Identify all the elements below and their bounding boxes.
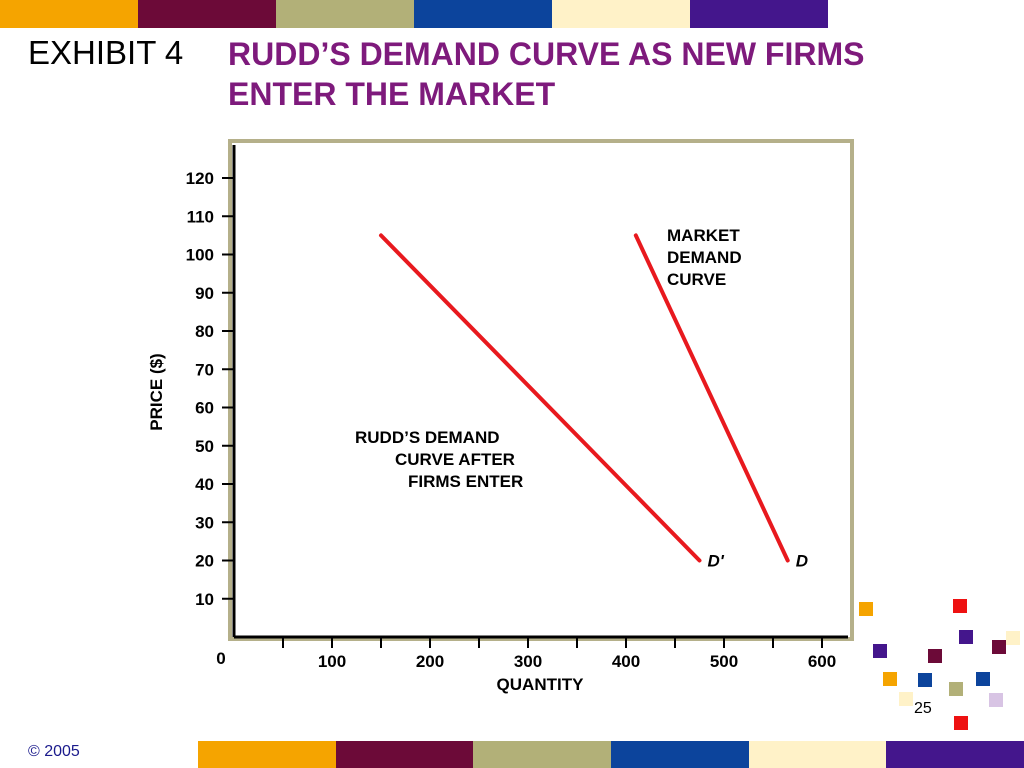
deco-square	[954, 716, 968, 730]
chart-frame	[228, 139, 854, 641]
y-tick-label: 50	[195, 437, 214, 456]
stripe-segment	[0, 0, 138, 28]
y-tick-label: 70	[195, 360, 214, 379]
x-tick-label: 100	[318, 652, 346, 671]
series-lines: D' RUDD’S DEMAND CURVE AFTER FIRMS ENTER D MA…	[355, 226, 808, 571]
demand-curve-line	[633, 233, 790, 563]
stripe-segment	[473, 741, 612, 768]
x-axis-label: QUANTITY	[497, 675, 585, 694]
page-number: 25	[914, 700, 932, 717]
curve-annotation: MARKET	[667, 226, 740, 245]
curve-annotation: CURVE	[667, 270, 726, 289]
deco-square	[899, 692, 913, 706]
deco-square	[918, 673, 932, 687]
y-tick-label: 20	[195, 552, 214, 571]
curve-annotation: CURVE AFTER	[395, 450, 515, 469]
stripe-segment	[335, 741, 474, 768]
stripe-segment	[276, 0, 414, 28]
stripe-segment	[886, 741, 1024, 768]
y-tick-label: 10	[195, 590, 214, 609]
copyright-notice: © 2005	[28, 743, 80, 760]
stripe-segment	[748, 741, 887, 768]
y-ticks: 10 20 30 40 50 60 70 80 90 100 110 120	[186, 169, 234, 609]
deco-square	[992, 640, 1006, 654]
exhibit-label: EXHIBIT 4	[28, 34, 184, 71]
deco-square	[959, 630, 973, 644]
x-tick-label: 600	[808, 652, 836, 671]
bottom-color-stripe	[198, 741, 1024, 768]
y-tick-label: 120	[186, 169, 214, 188]
deco-square	[949, 682, 963, 696]
y-tick-label: 30	[195, 513, 214, 532]
x-tick-label: 400	[612, 652, 640, 671]
stripe-segment	[198, 741, 336, 768]
x-tick-label: 300	[514, 652, 542, 671]
x-tick-label: 200	[416, 652, 444, 671]
curve-label: D'	[708, 552, 725, 571]
x-tick-label: 500	[710, 652, 738, 671]
y-tick-label: 40	[195, 475, 214, 494]
stripe-segment	[414, 0, 552, 28]
stripe-segment	[611, 741, 749, 768]
slide-title: RUDD’S DEMAND CURVE AS NEW FIRMS ENTER T…	[228, 36, 865, 112]
deco-square	[989, 693, 1003, 707]
demand-curve-line	[379, 233, 702, 563]
x-ticks: 100 200 300 400 500 600	[282, 637, 836, 671]
deco-square	[883, 672, 897, 686]
deco-square	[859, 602, 873, 616]
curve-annotation: RUDD’S DEMAND	[355, 428, 500, 447]
y-tick-label: 110	[187, 207, 214, 226]
deco-square	[976, 672, 990, 686]
y-tick-label: 80	[195, 322, 214, 341]
curve-annotation: FIRMS ENTER	[408, 472, 523, 491]
origin-label: 0	[216, 649, 225, 668]
stripe-segment	[690, 0, 828, 28]
stripe-segment	[552, 0, 690, 28]
y-tick-label: 100	[186, 246, 214, 265]
y-tick-label: 90	[195, 284, 214, 303]
y-tick-label: 60	[195, 399, 214, 418]
deco-square	[1006, 631, 1020, 645]
curve-label: D	[796, 552, 808, 571]
deco-square	[953, 599, 967, 613]
deco-square	[928, 649, 942, 663]
top-color-stripe	[0, 0, 828, 28]
stripe-segment	[138, 0, 276, 28]
deco-square	[873, 644, 887, 658]
y-axis-label: PRICE ($)	[147, 353, 166, 430]
curve-annotation: DEMAND	[667, 248, 742, 267]
